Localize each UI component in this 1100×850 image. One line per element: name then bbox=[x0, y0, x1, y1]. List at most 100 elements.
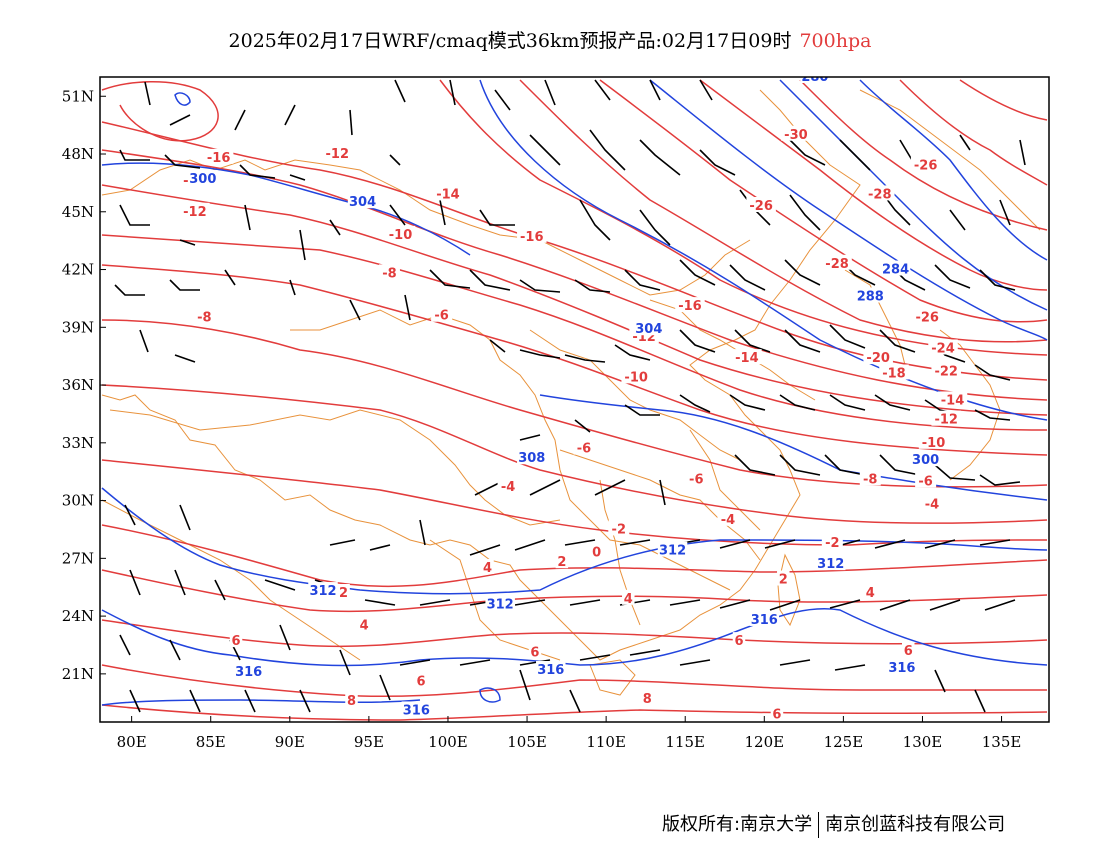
temperature-contour-label-bg bbox=[229, 632, 243, 648]
lat-ticks: 51N 48N 45N 42N 39N 36N 33N 30N 27N 24N 21N bbox=[62, 87, 106, 683]
temperature-contour-label: -4 bbox=[925, 497, 939, 512]
height-contour-label: 308 bbox=[518, 451, 545, 466]
footer: 版权所有:南京大学 南京创蓝科技有限公司 bbox=[662, 810, 1005, 838]
temperature-contour-label: -4 bbox=[721, 513, 735, 528]
temperature-contour-label: -12 bbox=[183, 205, 207, 220]
temperature-contour-label: -6 bbox=[577, 442, 591, 457]
temperature-contour-label-bg bbox=[781, 125, 811, 141]
temperature-contour-label-bg bbox=[928, 339, 958, 355]
height-contour-label-bg bbox=[233, 662, 264, 678]
temperature-contour-label-bg bbox=[675, 297, 705, 313]
lat-tick-label: 48N bbox=[62, 145, 94, 163]
height-contour-label: 316 bbox=[403, 703, 430, 718]
temperature-contour-label-bg bbox=[770, 705, 784, 721]
temperature-contour-label-bg bbox=[433, 185, 463, 201]
china-border bbox=[101, 89, 861, 661]
temperature-contour-label-bg bbox=[921, 495, 943, 511]
temperature-contour-label: 2 bbox=[339, 586, 348, 601]
height-contour-label-bg bbox=[800, 77, 830, 83]
temperature-contour-label: -2 bbox=[612, 522, 626, 537]
temperature-contour-label-bg bbox=[937, 391, 968, 407]
lat-tick-label: 42N bbox=[62, 261, 94, 279]
lon-tick-label: 115E bbox=[665, 733, 705, 751]
temperature-contour-label: -14 bbox=[735, 351, 759, 366]
temperature-contour-label: -16 bbox=[207, 151, 231, 166]
temperature-contour-label: 4 bbox=[624, 592, 633, 607]
temperature-contour-label-bg bbox=[822, 254, 852, 270]
temperature-contour-label-bg bbox=[732, 349, 762, 365]
temperature-contour-label: -4 bbox=[501, 480, 515, 495]
height-contour-label: 288 bbox=[857, 289, 884, 304]
temperature-contour-label-bg bbox=[385, 225, 416, 241]
temperature-contour-label: -26 bbox=[749, 199, 773, 214]
temperature-contour-label: -12 bbox=[934, 413, 958, 428]
temperature-contour-label: -8 bbox=[197, 311, 211, 326]
temperature-contour-label-bg bbox=[203, 148, 234, 164]
temperature-contour-label-bg bbox=[910, 156, 941, 172]
temperature-contour-label-bg bbox=[641, 689, 654, 705]
height-contour-label: 316 bbox=[751, 613, 778, 628]
temperature-contour-label: 2 bbox=[557, 555, 566, 570]
height-contour-label: 304 bbox=[635, 322, 662, 337]
height-contour-label: 316 bbox=[235, 665, 262, 680]
temperature-contour-label-bg bbox=[193, 308, 215, 324]
lon-tick-label: 125E bbox=[824, 733, 864, 751]
temperature-contour-label-bg bbox=[685, 470, 707, 486]
title-text: 2025年02月17日WRF/cmaq模式36km预报产品:02月17日09时 bbox=[228, 30, 792, 52]
lat-tick-label: 33N bbox=[62, 434, 94, 452]
temperature-contour-label: 6 bbox=[734, 634, 743, 649]
india-border bbox=[101, 499, 361, 661]
temperature-contour-label: -10 bbox=[922, 436, 946, 451]
lat-tick-label: 45N bbox=[62, 203, 94, 221]
temperature-contour-label: 6 bbox=[904, 644, 913, 659]
temperature-contour-label-bg bbox=[931, 362, 961, 378]
map-frame bbox=[99, 76, 1050, 723]
temperature-contour-label: -10 bbox=[624, 370, 648, 385]
temperature-contour-label: -28 bbox=[868, 187, 892, 202]
temperature-contour-label: 0 bbox=[592, 546, 601, 561]
hainan-coast bbox=[589, 659, 636, 696]
height-contour-label-bg bbox=[188, 170, 218, 186]
temperature-contour-label-bg bbox=[746, 197, 776, 212]
temperature-contour-label-bg bbox=[357, 616, 371, 632]
province-border-7 bbox=[649, 299, 816, 401]
footer-separator bbox=[818, 812, 820, 838]
lat-tick-label: 24N bbox=[62, 607, 94, 625]
temperature-contour-label: 4 bbox=[483, 561, 492, 576]
height-contour-label-bg bbox=[485, 595, 515, 611]
temperature-contour-label-bg bbox=[863, 349, 893, 365]
lat-tick-label: 36N bbox=[62, 376, 94, 394]
temperature-contour-label: -8 bbox=[382, 266, 396, 281]
lon-tick-label: 80E bbox=[117, 733, 147, 751]
lat-tick-label: 39N bbox=[62, 318, 94, 336]
lat-tick-label: 27N bbox=[62, 549, 94, 567]
temperature-contour-label-bg bbox=[414, 672, 428, 688]
lat-tick-label: 51N bbox=[62, 87, 94, 105]
temperature-contour-label-bg bbox=[901, 641, 915, 657]
temperature-contour-label-bg bbox=[322, 145, 352, 161]
temperature-contour-label: -10 bbox=[389, 228, 413, 243]
height-contour-label-bg bbox=[815, 555, 846, 571]
temperature-contour-label-bg bbox=[337, 584, 350, 599]
temperature-contour-label: -2 bbox=[825, 536, 839, 551]
province-border-2 bbox=[109, 409, 561, 526]
temperature-contour-label: 6 bbox=[772, 707, 781, 722]
temperature-contour-label-bg bbox=[528, 643, 542, 659]
temperature-contour-label-bg bbox=[345, 691, 358, 707]
province-border-4 bbox=[559, 449, 761, 561]
temperature-contour-label-bg bbox=[180, 202, 210, 218]
chart-title: 2025年02月17日WRF/cmaq模式36km预报产品:02月17日09时 7… bbox=[0, 26, 1100, 53]
province-border-3 bbox=[529, 329, 741, 461]
copyright-text: 版权所有:南京大学 bbox=[662, 814, 813, 835]
temperature-contour-label-bg bbox=[608, 520, 630, 536]
temperature-contour-label-bg bbox=[859, 470, 881, 486]
temperature-contour-label: -16 bbox=[678, 299, 702, 314]
temperature-contour-label-bg bbox=[879, 364, 909, 380]
height-contour-label: 312 bbox=[309, 584, 336, 599]
height-contour-label-bg bbox=[536, 661, 566, 677]
height-contour-label: 312 bbox=[817, 557, 844, 572]
temperature-contour-label: -6 bbox=[918, 474, 932, 489]
siberia-border bbox=[859, 89, 1041, 231]
